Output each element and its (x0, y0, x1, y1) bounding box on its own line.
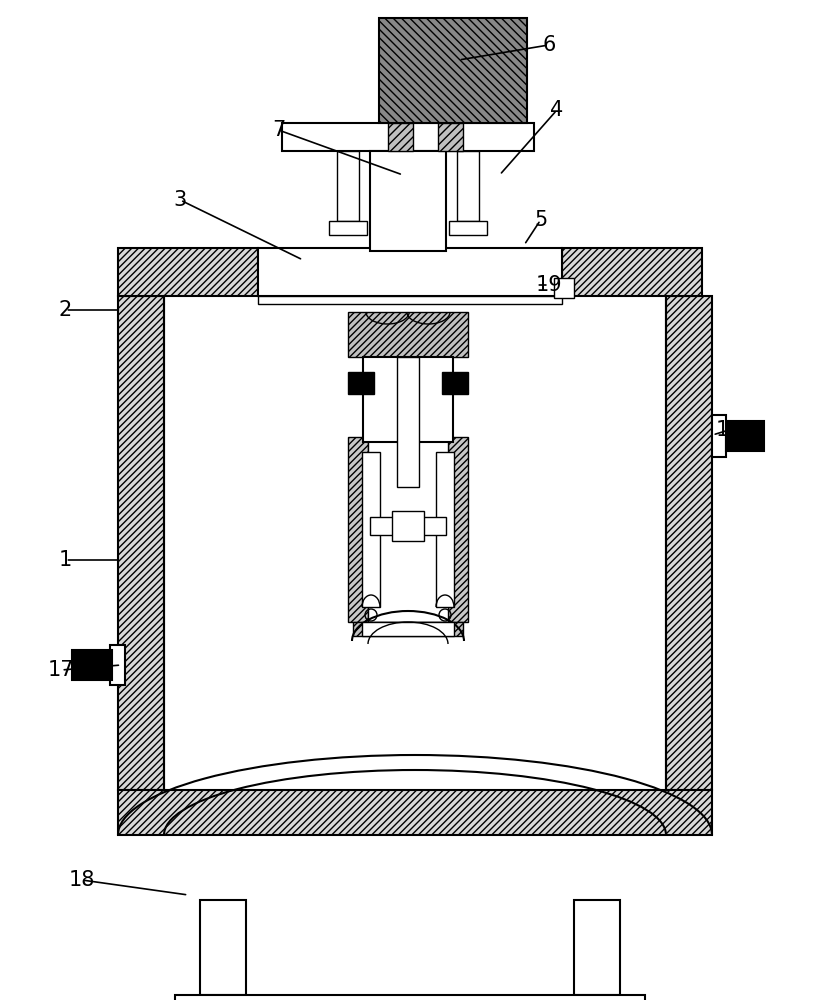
Bar (329, 221, 367, 235)
Text: 19: 19 (536, 275, 562, 295)
Bar (554, 278, 574, 298)
Bar (337, 151, 359, 221)
Bar (397, 357, 419, 487)
Bar (712, 415, 726, 457)
Text: 5: 5 (534, 210, 547, 230)
Bar (362, 452, 380, 607)
Text: 1: 1 (59, 550, 72, 570)
Text: 2: 2 (59, 300, 72, 320)
Bar (370, 151, 446, 251)
Bar (457, 151, 479, 221)
Bar (348, 312, 468, 357)
Bar (164, 296, 666, 790)
Bar (392, 511, 424, 541)
Bar (200, 900, 246, 995)
Text: 4: 4 (550, 100, 563, 120)
Bar (370, 517, 446, 535)
Bar (353, 622, 463, 636)
Bar (368, 437, 448, 622)
Bar (118, 248, 258, 296)
Bar (562, 248, 702, 296)
Bar (118, 790, 712, 835)
Bar (574, 900, 620, 995)
Bar (436, 452, 454, 607)
Text: 16: 16 (716, 420, 742, 440)
Bar (726, 421, 764, 451)
Bar (175, 995, 645, 1000)
Bar (362, 622, 454, 636)
Bar (442, 372, 468, 394)
Bar (258, 296, 562, 304)
Text: 7: 7 (272, 120, 285, 140)
Bar (258, 248, 562, 296)
Text: 17: 17 (48, 660, 75, 680)
Bar (72, 650, 112, 680)
Bar (110, 645, 125, 685)
Bar (282, 123, 534, 151)
Bar (379, 18, 527, 123)
Text: 3: 3 (174, 190, 187, 210)
Bar (438, 123, 463, 151)
Bar (449, 221, 487, 235)
Bar (118, 296, 164, 790)
Bar (348, 372, 374, 394)
Bar (448, 437, 468, 622)
Bar (348, 437, 368, 622)
Text: 18: 18 (69, 870, 95, 890)
Bar (363, 357, 453, 442)
Text: 6: 6 (542, 35, 555, 55)
Bar (388, 123, 413, 151)
Bar (666, 296, 712, 790)
